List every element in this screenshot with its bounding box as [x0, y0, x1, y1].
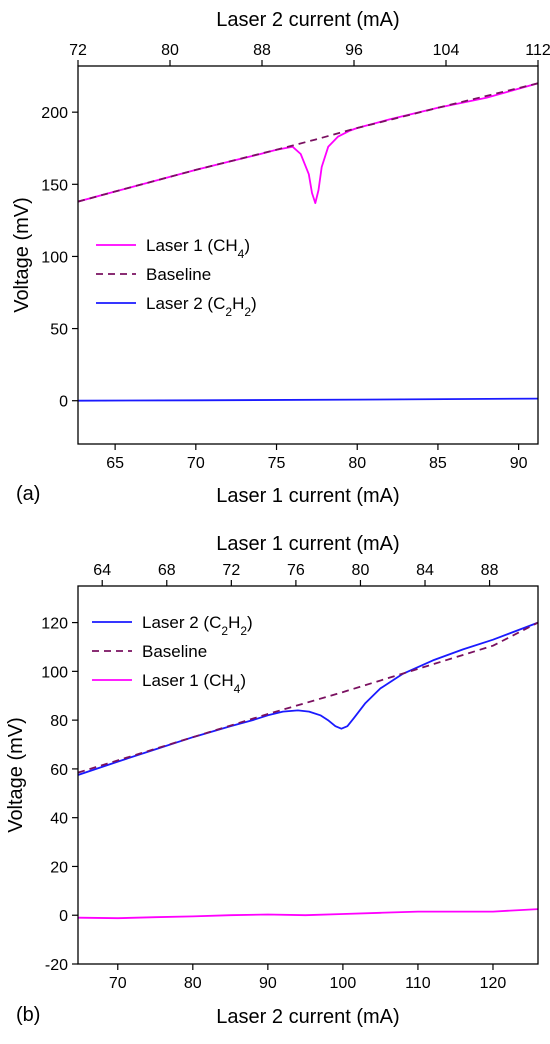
x2-axis-title: Laser 2 current (mA) [216, 9, 399, 31]
legend-text-part: Laser 1 (CH [142, 671, 234, 690]
legend-text-part: Baseline [146, 265, 211, 284]
legend-text-part: ) [251, 294, 257, 313]
x-tick-label: 70 [187, 455, 205, 472]
x2-tick-label: 88 [481, 562, 499, 579]
legend-label-laser2: Laser 2 (C2H2) [146, 294, 257, 319]
y-tick-label: 150 [41, 177, 68, 194]
legend-text-part: ) [247, 613, 253, 632]
legend-label-baseline: Baseline [142, 642, 207, 661]
x2-tick-label: 104 [433, 42, 460, 59]
y-tick-label: 0 [59, 908, 68, 925]
legend-label-baseline: Baseline [146, 265, 211, 284]
x-tick-label: 65 [106, 455, 124, 472]
y-tick-label: 0 [59, 394, 68, 411]
series-line-baseline [78, 621, 538, 774]
series-line-laser1 [78, 82, 538, 204]
x2-tick-label: 72 [69, 42, 87, 59]
legend-text-part: Laser 2 (C [146, 294, 225, 313]
legend-subscript: 4 [238, 247, 245, 261]
x-axis-title: Laser 1 current (mA) [216, 485, 399, 507]
legend-subscript: 2 [244, 305, 251, 319]
x2-tick-label: 96 [345, 42, 363, 59]
legend-label-laser1: Laser 1 (CH4) [142, 671, 246, 696]
x-tick-label: 80 [348, 455, 366, 472]
legend-label-laser1: Laser 1 (CH4) [146, 236, 250, 261]
legend-text-part: ) [240, 671, 246, 690]
legend-subscript: 2 [221, 624, 228, 638]
y-axis-title: Voltage (mV) [11, 197, 33, 313]
y-tick-label: 40 [50, 811, 68, 828]
x2-tick-label: 84 [416, 562, 434, 579]
legend-subscript: 4 [234, 682, 241, 696]
legend-subscript: 2 [225, 305, 232, 319]
y-tick-label: 20 [50, 859, 68, 876]
legend-text-part: ) [244, 236, 250, 255]
x-tick-label: 110 [405, 975, 431, 992]
legend-subscript: 2 [240, 624, 247, 638]
x-tick-label: 90 [510, 455, 528, 472]
x2-tick-label: 80 [161, 42, 179, 59]
x-tick-label: 100 [330, 975, 357, 992]
legend-text-part: Laser 1 (CH [146, 236, 238, 255]
panel-label: (a) [16, 483, 40, 505]
y-tick-label: 100 [41, 664, 68, 681]
x-tick-label: 85 [429, 455, 447, 472]
x-tick-label: 70 [109, 975, 127, 992]
y-tick-label: 80 [50, 713, 68, 730]
series-line-laser2 [78, 397, 538, 402]
x-tick-label: 75 [268, 455, 286, 472]
legend-text-part: H [228, 613, 240, 632]
y-tick-label: 120 [41, 616, 68, 633]
plot-frame [77, 65, 539, 445]
x-tick-label: 90 [259, 975, 277, 992]
x2-tick-label: 76 [287, 562, 305, 579]
x2-tick-label: 72 [222, 562, 240, 579]
y-tick-label: 100 [41, 249, 68, 266]
x2-tick-label: 88 [253, 42, 271, 59]
series-line-laser1 [78, 908, 538, 920]
plot-frame [77, 585, 539, 965]
chart-panel-b: 70 80 90 100 110 120 64 68 72 76 80 84 88 -20 0 20 40 60 8… [5, 533, 539, 1028]
legend-label-laser2: Laser 2 (C2H2) [142, 613, 253, 638]
panel-label: (b) [16, 1004, 40, 1026]
legend-text-part: Baseline [142, 642, 207, 661]
y-tick-label: 200 [41, 105, 68, 122]
legend-text-part: Laser 2 (C [142, 613, 221, 632]
series-line-baseline [78, 82, 538, 203]
x2-tick-label: 80 [352, 562, 370, 579]
chart-panel-a: 65 70 75 80 85 90 72 80 88 96 104 112 0 50 100 150 200 La… [11, 9, 550, 507]
y-tick-label: 60 [50, 762, 68, 779]
x2-tick-label: 112 [525, 42, 550, 59]
x-tick-label: 80 [184, 975, 202, 992]
y-axis-title: Voltage (mV) [5, 717, 27, 833]
x2-axis-title: Laser 1 current (mA) [216, 533, 399, 555]
legend-text-part: H [232, 294, 244, 313]
y-tick-label: -20 [45, 957, 68, 974]
x2-tick-label: 68 [158, 562, 176, 579]
x-axis-title: Laser 2 current (mA) [216, 1006, 399, 1028]
x-tick-label: 120 [480, 975, 507, 992]
x2-tick-label: 64 [93, 562, 111, 579]
y-tick-label: 50 [50, 322, 68, 339]
